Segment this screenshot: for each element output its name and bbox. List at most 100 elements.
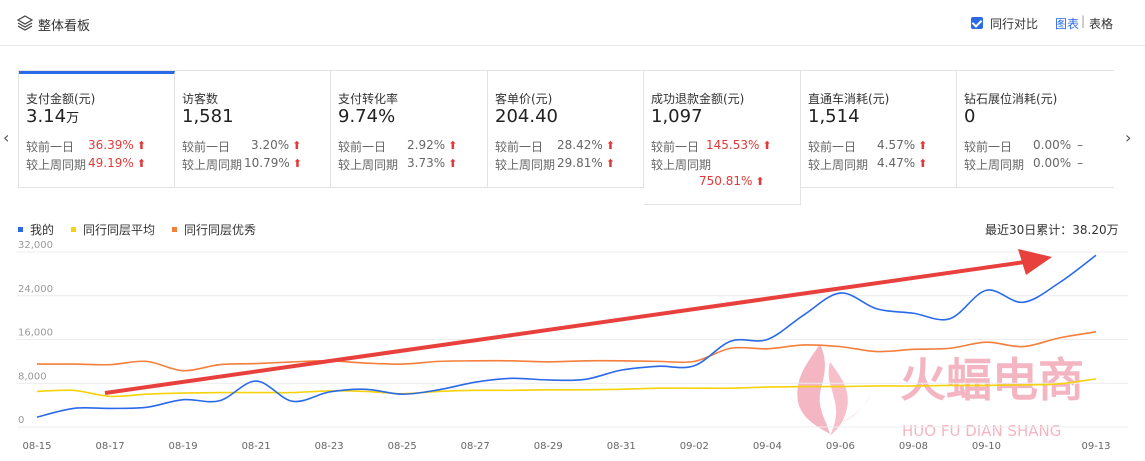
compare-pct: 28.42% ⬆	[557, 138, 615, 152]
compare-pct: 3.73% ⬆	[407, 156, 458, 170]
x-tick-label: 08-15	[22, 441, 51, 452]
metric-card-diamond[interactable]: 钻石展位消耗(元) 0 较前一日 0.00% – 较上周同期 0.00% –	[957, 71, 1114, 187]
arrow-up-icon: ⬆	[762, 139, 772, 152]
legend-mine[interactable]: 我的	[30, 223, 55, 237]
y-tick-label: 8,000	[18, 371, 47, 382]
metric-card-payment[interactable]: 支付金额(元) 3.14万 较前一日 36.39% ⬆ 较上周同期 49.19% ⬆	[19, 71, 175, 187]
peer-compare-label[interactable]: 同行对比	[990, 17, 1039, 31]
x-tick-label: 08-27	[461, 441, 490, 452]
x-tick-label: 08-25	[388, 441, 417, 452]
x-tick-label: 09-10	[972, 441, 1001, 452]
compare-pct: 750.81% ⬆	[699, 174, 765, 188]
series-line-1	[36, 378, 1097, 398]
compare-prev-week: 较上周同期 4.47% ⬆	[808, 156, 928, 172]
compare-prev-day: 较前一日 4.57% ⬆	[808, 138, 928, 154]
compare-pct: 2.92% ⬆	[407, 138, 458, 152]
compare-prev-day: 较前一日 28.42% ⬆	[495, 138, 615, 154]
arrow-up-icon: ⬆	[448, 157, 458, 170]
arrow-up-icon: ⬆	[918, 139, 928, 152]
compare-pct: 3.20% ⬆	[251, 138, 302, 152]
arrow-up-icon: ⬆	[605, 157, 615, 170]
total-30-days: 最近30日累计：38.20万	[985, 223, 1119, 237]
legend-swatch-avg	[71, 227, 76, 232]
y-tick-label: 24,000	[18, 284, 53, 295]
compare-pct: 0.00% –	[1033, 138, 1084, 152]
metric-value: 1,514	[808, 106, 860, 127]
trend-arrow-head	[1018, 249, 1052, 275]
compare-prev-day: 较前一日 145.53% ⬆	[651, 138, 772, 154]
metric-title: 访客数	[182, 92, 219, 106]
metric-card-avg-order[interactable]: 客单价(元) 204.40 较前一日 28.42% ⬆ 较上周同期 29.81% ⬆	[488, 71, 644, 187]
metric-card-refund[interactable]: 成功退款金额(元) 1,097 较前一日 145.53% ⬆ 较上周同期 750.8…	[644, 71, 801, 205]
line-chart: 0 8,000 16,000 24,000 32,000 08-15 08-17 08-19…	[17, 240, 1128, 452]
legend-peer-avg[interactable]: 同行同层平均	[83, 223, 156, 237]
layers-icon	[17, 15, 33, 31]
compare-prev-day: 较前一日 0.00% –	[964, 138, 1084, 154]
x-tick-label: 08-19	[169, 441, 198, 452]
compare-prev-day: 较前一日 36.39% ⬆	[26, 138, 146, 154]
x-tick-label: 09-08	[899, 441, 928, 452]
compare-pct: 4.47% ⬆	[877, 156, 928, 170]
compare-pct: 36.39% ⬆	[88, 138, 146, 152]
metric-value: 0	[964, 106, 976, 127]
legend-swatch-mine	[18, 227, 23, 232]
svg-text:火蝠电商: 火蝠电商	[900, 353, 1084, 407]
compare-prev-week: 较上周同期 3.73% ⬆	[338, 156, 458, 172]
compare-prev-week: 较上周同期	[651, 158, 712, 172]
legend-swatch-best	[172, 227, 177, 232]
compare-pct: 145.53% ⬆	[706, 138, 772, 152]
x-tick-label: 08-31	[607, 441, 636, 452]
metric-value: 204.40	[495, 106, 558, 127]
x-tick-label: 08-21	[242, 441, 271, 452]
view-separator: |	[1081, 14, 1086, 28]
view-table-tab[interactable]: 表格	[1089, 17, 1114, 31]
metric-card-ztc[interactable]: 直通车消耗(元) 1,514 较前一日 4.57% ⬆ 较上周同期 4.47% ⬆	[801, 71, 957, 187]
arrow-up-icon: ⬆	[755, 175, 765, 188]
compare-prev-week: 较上周同期 29.81% ⬆	[495, 156, 615, 172]
series-line-0	[36, 254, 1097, 418]
arrow-up-icon: ⬆	[292, 157, 302, 170]
metric-value: 3.14万	[26, 106, 80, 127]
metric-title: 支付金额(元)	[26, 92, 96, 106]
metric-card-conversion[interactable]: 支付转化率 9.74% 较前一日 2.92% ⬆ 较上周同期 3.73% ⬆	[331, 71, 488, 187]
arrow-up-icon: ⬆	[136, 139, 146, 152]
metric-title: 直通车消耗(元)	[808, 92, 890, 106]
x-tick-label: 08-23	[315, 441, 344, 452]
dashboard-header: 整体看板 同行对比 图表 | 表格	[0, 0, 1145, 46]
arrow-up-icon: ⬆	[918, 157, 928, 170]
compare-prev-week: 较上周同期 49.19% ⬆	[26, 156, 146, 172]
chevron-left-icon[interactable]: ‹	[3, 128, 10, 147]
metric-title: 客单价(元)	[495, 92, 553, 106]
arrow-up-icon: ⬆	[448, 139, 458, 152]
dash-icon: –	[1077, 138, 1084, 152]
page-title: 整体看板	[38, 19, 91, 34]
metric-title: 成功退款金额(元)	[651, 92, 745, 106]
compare-pct: 10.79% ⬆	[244, 156, 302, 170]
dash-icon: –	[1077, 156, 1084, 170]
trend-arrow-shaft	[104, 260, 1026, 395]
metric-cards: 支付金额(元) 3.14万 较前一日 36.39% ⬆ 较上周同期 49.19% ⬆ 访…	[18, 70, 1114, 205]
compare-pct: 4.57% ⬆	[877, 138, 928, 152]
compare-pct: 0.00% –	[1033, 156, 1084, 170]
compare-prev-week: 较上周同期 0.00% –	[964, 156, 1084, 172]
compare-prev-day: 较前一日 2.92% ⬆	[338, 138, 458, 154]
peer-compare-checkbox[interactable]	[971, 17, 983, 29]
x-tick-label: 09-04	[753, 441, 782, 452]
metric-card-visitors[interactable]: 访客数 1,581 较前一日 3.20% ⬆ 较上周同期 10.79% ⬆	[175, 71, 331, 187]
x-tick-label: 08-29	[534, 441, 563, 452]
metric-title: 支付转化率	[338, 92, 399, 106]
chevron-right-icon[interactable]: ›	[1125, 128, 1132, 147]
arrow-up-icon: ⬆	[292, 139, 302, 152]
x-tick-label: 09-02	[680, 441, 709, 452]
view-chart-tab[interactable]: 图表	[1055, 17, 1080, 31]
y-tick-label: 0	[18, 415, 24, 426]
compare-prev-day: 较前一日 3.20% ⬆	[182, 138, 302, 154]
metric-value: 9.74%	[338, 106, 396, 127]
arrow-up-icon: ⬆	[136, 157, 146, 170]
y-tick-label: 32,000	[18, 240, 53, 251]
metric-value: 1,581	[182, 106, 234, 127]
legend-peer-best[interactable]: 同行同层优秀	[184, 223, 257, 237]
compare-pct: 49.19% ⬆	[88, 156, 146, 170]
x-tick-label: 09-06	[826, 441, 855, 452]
compare-prev-week: 较上周同期 10.79% ⬆	[182, 156, 302, 172]
